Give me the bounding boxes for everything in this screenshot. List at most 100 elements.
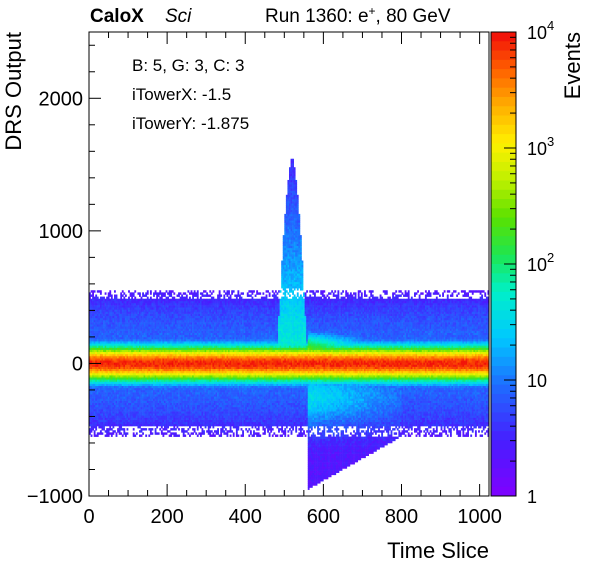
heatmap-cell	[155, 428, 157, 430]
heatmap-cell	[116, 432, 118, 434]
heatmap-cell	[95, 294, 97, 296]
heatmap-cell	[178, 294, 180, 296]
heatmap-cell	[170, 294, 172, 296]
heatmap-cell	[128, 297, 130, 299]
heatmap-cell	[194, 430, 196, 432]
heatmap-cell	[189, 426, 191, 428]
heatmap-cell	[194, 428, 196, 430]
heatmap-cell	[197, 292, 199, 294]
heatmap-cell	[192, 297, 194, 299]
heatmap-cell	[158, 432, 160, 434]
heatmap-cell	[164, 294, 166, 296]
heatmap-cell	[133, 292, 135, 294]
heatmap-cell	[209, 294, 211, 296]
heatmap-cell	[186, 294, 188, 296]
heatmap-cell	[116, 294, 118, 296]
heatmap-cell	[116, 434, 118, 436]
heatmap-cell	[191, 290, 193, 292]
heatmap-cell	[108, 297, 110, 299]
heatmap-cell	[142, 432, 144, 434]
heatmap-cell	[109, 426, 111, 428]
heatmap-cell	[173, 297, 175, 299]
heatmap-cell	[156, 426, 158, 428]
heatmap-cell	[145, 294, 147, 296]
heatmap-cell	[120, 426, 122, 428]
heatmap-cell	[97, 434, 99, 436]
heatmap-cell	[164, 292, 166, 294]
heatmap-cell	[125, 434, 127, 436]
heatmap-cell	[205, 426, 207, 428]
heatmap-cell	[97, 297, 99, 299]
heatmap-cell	[123, 428, 125, 430]
heatmap-cell	[114, 290, 116, 292]
heatmap-cell	[109, 290, 111, 292]
heatmap-cell	[183, 428, 185, 430]
heatmap-cell	[94, 432, 96, 434]
heatmap-cell	[111, 428, 113, 430]
heatmap-cell	[103, 297, 105, 299]
heatmap-cell	[102, 432, 104, 434]
heatmap-cell	[173, 292, 175, 294]
heatmap-cell	[208, 428, 210, 430]
heatmap-cell	[202, 428, 204, 430]
heatmap-cell	[111, 294, 113, 296]
heatmap-cell	[111, 434, 113, 436]
heatmap-cell	[131, 297, 133, 299]
heatmap-cell	[114, 430, 116, 432]
heatmap-cell	[133, 432, 135, 434]
heatmap-cell	[197, 428, 199, 430]
heatmap-cell	[94, 430, 96, 432]
heatmap-cell	[147, 290, 149, 292]
heatmap-cell	[134, 297, 136, 299]
heatmap-cell	[200, 426, 202, 428]
heatmap-cell	[170, 434, 172, 436]
heatmap-cell	[155, 290, 157, 292]
heatmap-cell	[203, 430, 205, 432]
heatmap-cell	[111, 297, 113, 299]
heatmap-cell	[172, 290, 174, 292]
heatmap-cell	[92, 292, 94, 294]
heatmap-cell	[142, 292, 144, 294]
heatmap-cell	[209, 426, 211, 428]
heatmap-cell	[136, 432, 138, 434]
heatmap-cell	[159, 428, 161, 430]
heatmap-cell	[153, 294, 155, 296]
heatmap-cell	[122, 434, 124, 436]
heatmap-cell	[161, 426, 163, 428]
heatmap-cell	[123, 430, 125, 432]
heatmap-cell	[186, 297, 188, 299]
heatmap-cell	[150, 430, 152, 432]
heatmap-cell	[109, 292, 111, 294]
heatmap-cell	[189, 434, 191, 436]
heatmap-cell	[145, 428, 147, 430]
heatmap-cell	[156, 297, 158, 299]
heatmap-cell	[108, 430, 110, 432]
heatmap-cell	[128, 290, 130, 292]
heatmap-cell	[197, 297, 199, 299]
heatmap-cell	[122, 294, 124, 296]
heatmap-cell	[155, 430, 157, 432]
heatmap-cell	[200, 434, 202, 436]
heatmap-cell	[139, 426, 141, 428]
heatmap-cell	[159, 290, 161, 292]
heatmap-cell	[134, 290, 136, 292]
heatmap-cell	[209, 432, 211, 434]
heatmap-cell	[205, 290, 207, 292]
heatmap-cell	[197, 434, 199, 436]
heatmap-cell	[166, 428, 168, 430]
heatmap-cell	[178, 434, 180, 436]
heatmap-cell	[125, 294, 127, 296]
heatmap-cell	[187, 428, 189, 430]
heatmap-cell	[147, 297, 149, 299]
heatmap-cell	[150, 297, 152, 299]
heatmap-cell	[91, 434, 93, 436]
heatmap-cell	[100, 292, 102, 294]
heatmap-cell	[184, 434, 186, 436]
heatmap-cell	[166, 432, 168, 434]
heatmap-cell	[194, 290, 196, 292]
heatmap-cell	[175, 428, 177, 430]
heatmap-cell	[203, 432, 205, 434]
heatmap-cell	[141, 434, 143, 436]
heatmap-cell	[184, 292, 186, 294]
